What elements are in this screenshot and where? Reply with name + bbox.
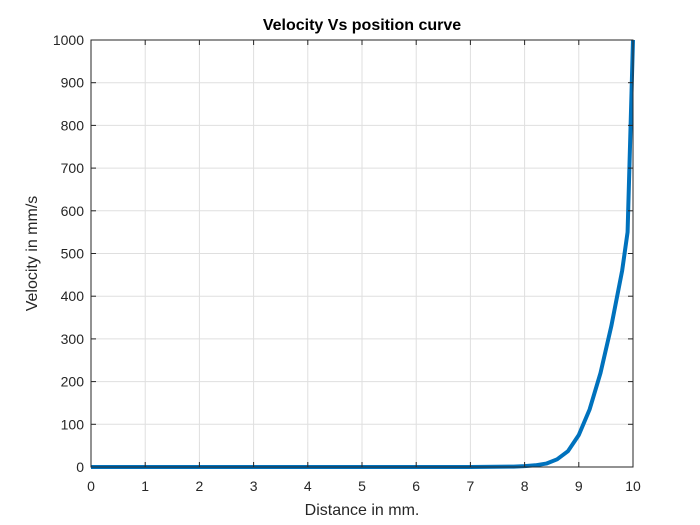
y-tick-label: 600 bbox=[61, 203, 85, 219]
y-tick-label: 400 bbox=[61, 288, 85, 304]
x-tick-label: 10 bbox=[625, 478, 641, 494]
x-tick-label: 2 bbox=[196, 478, 204, 494]
y-tick-label: 200 bbox=[61, 374, 85, 390]
x-tick-label: 8 bbox=[521, 478, 529, 494]
x-tick-label: 7 bbox=[467, 478, 475, 494]
x-tick-label: 9 bbox=[575, 478, 583, 494]
x-tick-label: 1 bbox=[141, 478, 149, 494]
y-tick-label: 300 bbox=[61, 331, 85, 347]
y-tick-label: 1000 bbox=[53, 32, 84, 48]
x-tick-label: 3 bbox=[250, 478, 258, 494]
y-axis-label: Velocity in mm/s bbox=[24, 196, 41, 312]
y-tick-label: 800 bbox=[61, 117, 85, 133]
x-tick-label: 5 bbox=[358, 478, 366, 494]
x-tick-label: 6 bbox=[412, 478, 420, 494]
x-tick-label: 4 bbox=[304, 478, 312, 494]
y-tick-label: 500 bbox=[61, 246, 85, 262]
y-tick-label: 0 bbox=[76, 459, 84, 475]
x-axis-label: Distance in mm. bbox=[305, 502, 420, 519]
ticks: 0 1 2 3 4 5 6 7 8 9 100100200300400500600700800900… bbox=[53, 32, 641, 494]
y-tick-label: 900 bbox=[61, 75, 85, 91]
x-tick-label: 0 bbox=[87, 478, 95, 494]
chart-title: Velocity Vs position curve bbox=[263, 17, 461, 34]
y-tick-label: 700 bbox=[61, 160, 85, 176]
y-tick-label: 100 bbox=[61, 416, 85, 432]
